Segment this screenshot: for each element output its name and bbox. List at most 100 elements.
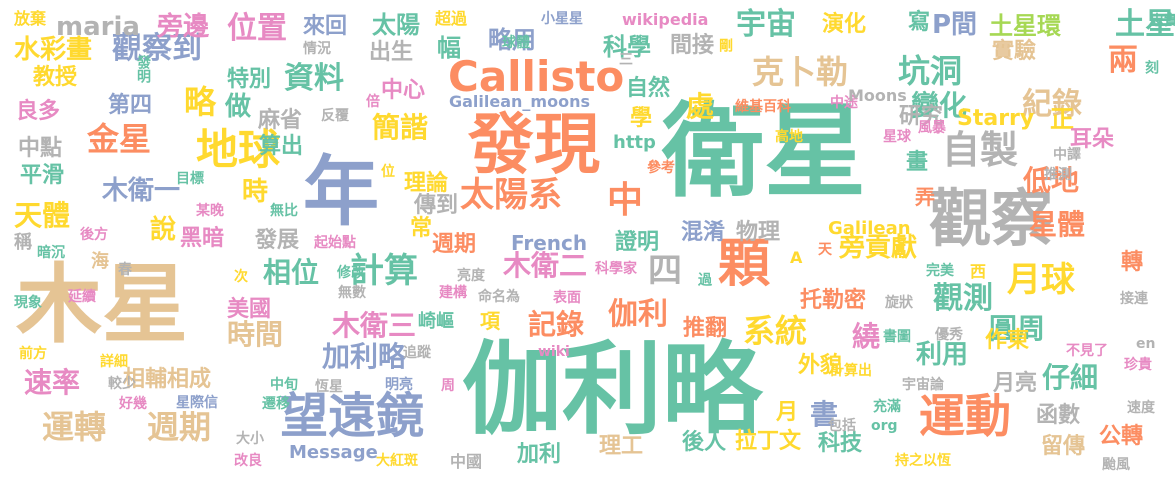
cloud-word: 小星星 xyxy=(541,11,583,27)
cloud-word: 推測 xyxy=(1044,167,1072,183)
cloud-word: French xyxy=(511,231,588,255)
cloud-word: wikipedia xyxy=(622,10,709,29)
cloud-word: 自製 xyxy=(942,128,1019,172)
cloud-word: 物理 xyxy=(736,220,781,245)
cloud-word: 星體 xyxy=(1029,208,1086,241)
cloud-word: 超過 xyxy=(435,9,468,28)
cloud-word: 次 xyxy=(234,269,248,285)
cloud-word: Galilean xyxy=(828,218,911,239)
cloud-word: 顆 xyxy=(718,234,771,294)
cloud-word: 圓周 xyxy=(989,312,1046,345)
cloud-word: 中旬 xyxy=(270,377,298,393)
cloud-word: 建構 xyxy=(439,285,467,301)
cloud-word: 星球 xyxy=(883,129,911,145)
cloud-word: 暗沉 xyxy=(37,245,65,261)
cloud-word: 黑暗 xyxy=(180,226,225,251)
cloud-word: 兩 xyxy=(1108,43,1138,78)
cloud-word: Starry xyxy=(957,106,1035,131)
cloud-word: 紀錄 xyxy=(1022,87,1082,122)
cloud-word: 週期 xyxy=(147,408,212,446)
cloud-word: 美國 xyxy=(227,297,272,322)
cloud-word: 維基百科 xyxy=(735,99,791,115)
cloud-word: 中 xyxy=(607,180,644,221)
cloud-word: 傳到 xyxy=(414,193,459,218)
cloud-word: 理工 xyxy=(599,434,644,459)
cloud-word: 颱風 xyxy=(1102,457,1130,473)
cloud-word: 間接 xyxy=(670,33,715,58)
cloud-word: 高地 xyxy=(775,129,803,145)
cloud-word: 遷移 xyxy=(262,396,290,412)
cloud-word: 現象 xyxy=(14,295,42,311)
cloud-word: 觀察到 xyxy=(112,31,202,66)
cloud-word: 風暴 xyxy=(918,120,946,136)
cloud-word: 運動 xyxy=(919,389,1011,443)
cloud-word: 平滑 xyxy=(20,163,65,188)
cloud-word: 實驗 xyxy=(992,39,1037,64)
cloud-word: http xyxy=(613,132,656,153)
cloud-word: 旁邊 xyxy=(157,12,210,42)
cloud-word: 演化 xyxy=(822,12,867,37)
cloud-word: 無數 xyxy=(338,285,366,301)
cloud-word: 時 xyxy=(242,177,269,207)
cloud-word: 出生 xyxy=(369,40,414,65)
cloud-word: 太陽系 xyxy=(460,175,562,215)
cloud-word: 宇宙 xyxy=(736,7,796,42)
cloud-word: 混淆 xyxy=(681,220,726,245)
cloud-word: 優秀 xyxy=(935,327,963,343)
cloud-word: 計算出 xyxy=(830,363,872,379)
cloud-word: 無比 xyxy=(270,203,298,219)
cloud-word: 計算 xyxy=(350,251,418,291)
cloud-word: 月球 xyxy=(1007,260,1075,300)
cloud-word: 大紅斑 xyxy=(376,453,418,469)
cloud-word: 太陽 xyxy=(372,11,420,39)
cloud-word: 大小 xyxy=(236,431,264,447)
cloud-word: 木衛一 xyxy=(102,176,181,206)
cloud-word: 充滿 xyxy=(873,399,901,415)
cloud-word: 函數 xyxy=(1036,403,1081,428)
cloud-word: 麻省 xyxy=(258,108,303,133)
cloud-word: 加利 xyxy=(517,442,562,467)
cloud-word: 木星 xyxy=(16,255,188,355)
cloud-word: 年 xyxy=(303,147,379,236)
cloud-word: 前方 xyxy=(19,346,47,362)
cloud-word: 宇宙論 xyxy=(902,377,944,393)
cloud-word: 海 xyxy=(91,251,109,272)
cloud-word: 相輔相成 xyxy=(123,367,212,392)
cloud-word: 恆星 xyxy=(315,379,343,395)
cloud-word: 接連 xyxy=(1120,291,1148,307)
cloud-word: 來回 xyxy=(303,14,348,39)
cloud-word: 時間 xyxy=(227,318,284,351)
cloud-word: Moons xyxy=(848,86,907,105)
cloud-word: 仔細 xyxy=(1042,361,1099,394)
cloud-word: 說 xyxy=(150,215,177,245)
cloud-word: 好幾 xyxy=(119,396,147,412)
cloud-word: 科學家 xyxy=(595,261,637,277)
cloud-word: A xyxy=(790,248,803,267)
cloud-word: 做 xyxy=(225,92,252,122)
cloud-word: 發現 xyxy=(468,106,600,183)
cloud-word: 略用 xyxy=(488,26,536,54)
cloud-word: 水彩畫 xyxy=(14,35,93,65)
cloud-word: 拉丁文 xyxy=(735,429,802,454)
cloud-word: 資料 xyxy=(284,61,344,96)
cloud-word: 明亮 xyxy=(385,377,413,393)
cloud-word: 西 xyxy=(970,262,987,281)
cloud-word: 情況 xyxy=(303,41,331,57)
cloud-word: 月亮 xyxy=(993,371,1038,396)
cloud-word: 略 xyxy=(184,83,217,121)
cloud-word: 土星環 xyxy=(989,12,1061,40)
cloud-word: 觀察 xyxy=(929,182,1054,255)
cloud-word: 後人 xyxy=(682,430,727,455)
cloud-word: 天體 xyxy=(14,199,71,232)
cloud-word: 中譯 xyxy=(1053,147,1081,163)
cloud-word: 速度 xyxy=(1127,400,1155,416)
cloud-word: 放棄 xyxy=(14,9,47,28)
cloud-word: 推翻 xyxy=(683,316,728,341)
cloud-word: 系統 xyxy=(743,312,808,350)
cloud-word: 運轉 xyxy=(42,408,107,446)
cloud-word: 中國 xyxy=(450,452,483,471)
cloud-word: 旁貢獻 xyxy=(839,233,918,263)
cloud-word: 繞 xyxy=(852,320,881,353)
cloud-word: en xyxy=(1136,336,1156,352)
